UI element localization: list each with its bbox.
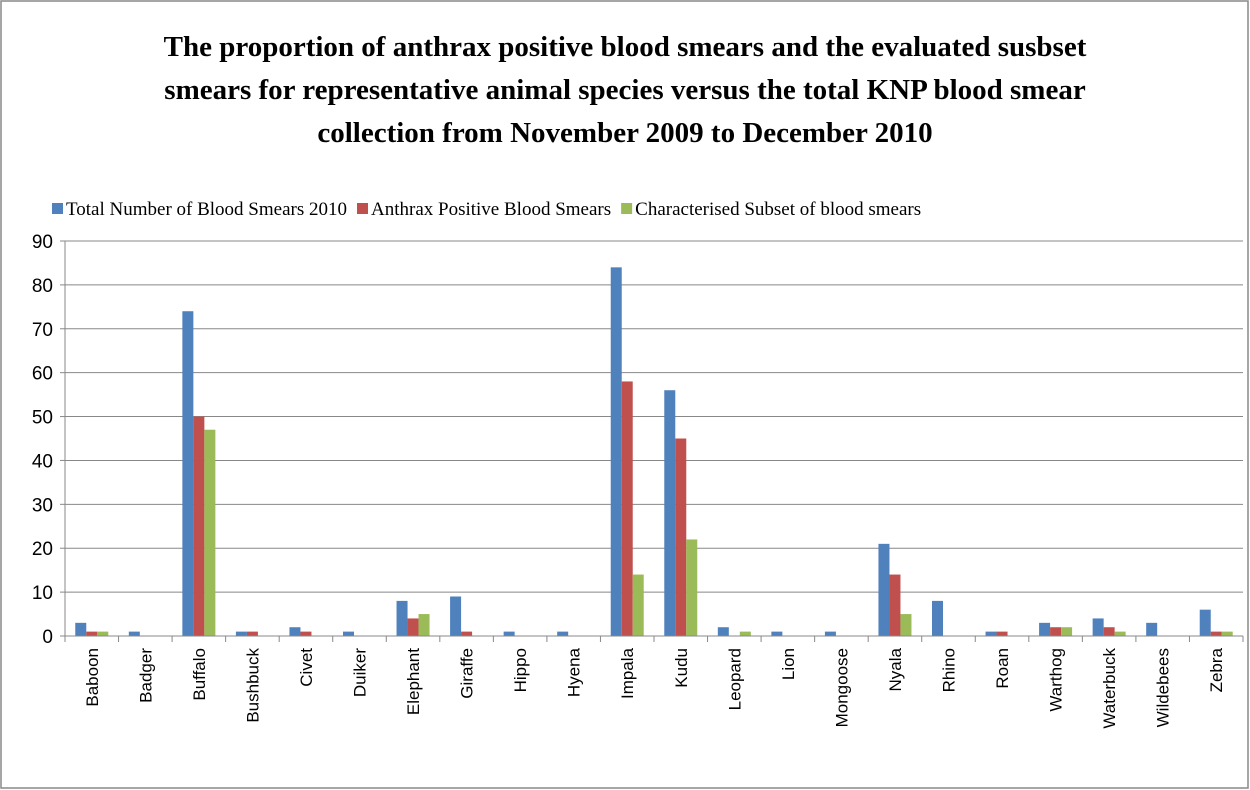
legend-label: Total Number of Blood Smears 2010 [66,199,347,220]
bar [1146,622,1158,636]
bar [824,631,836,636]
bar [204,429,216,636]
y-tick-label: 40 [32,451,53,472]
x-tick-label: Badger [136,648,155,703]
bar [461,631,473,636]
bar [621,381,633,636]
legend-label: Anthrax Positive Blood Smears [371,199,611,220]
chart-title: The proportion of anthrax positive blood… [163,31,1087,149]
bar [664,390,676,636]
x-tick-label: Giraffe [458,648,477,699]
x-tick-label: Hyena [565,647,584,697]
bar [739,631,751,636]
x-tick-label: Elephant [404,648,423,715]
bar [418,614,430,636]
bar [1092,618,1104,636]
bar [1050,627,1062,636]
bar [396,600,408,636]
bar [557,631,569,636]
y-tick-label: 10 [32,583,53,604]
x-tick-label: Duiker [351,648,370,697]
x-tick-label: Civet [297,648,316,687]
y-tick-label: 30 [32,495,53,516]
bar [1210,631,1222,636]
bar [128,631,140,636]
bar [686,539,698,636]
bar [407,618,419,636]
y-tick-label: 70 [32,320,53,341]
bar [1061,627,1073,636]
bar [889,574,901,636]
x-tick-label: Nyala [886,647,905,691]
legend-swatch [621,203,633,214]
bar [193,416,205,636]
x-tick-label: Waterbuck [1100,648,1119,729]
x-tick-label: Wildebees [1154,648,1173,727]
bar [717,627,729,636]
x-tick-label: Hippo [511,648,530,692]
legend-swatch [357,203,368,214]
bar [1199,609,1211,636]
legend-label: Characterised Subset of blood smears [635,199,921,220]
bar [1221,631,1233,636]
bar [1039,622,1051,636]
x-tick-label: Warthog [1047,648,1066,712]
x-tick-label: Lion [779,648,798,680]
bar [771,631,783,636]
bar [300,631,312,636]
bar [1103,627,1115,636]
x-tick-label: Baboon [83,648,102,707]
bar [235,631,247,636]
bar [610,267,622,636]
x-tick-label: Kudu [672,648,691,688]
bar [1114,631,1126,636]
x-tick-label: Mongoose [832,648,851,727]
legend-swatch [52,203,63,214]
bar [450,596,462,636]
bar [182,311,194,636]
bar [503,631,515,636]
y-tick-label: 90 [32,232,53,253]
x-tick-label: Zebra [1207,647,1226,692]
bar [343,631,354,636]
y-tick-label: 0 [42,627,53,648]
bar [97,631,109,636]
y-tick-label: 80 [32,276,53,297]
bar [289,627,301,636]
x-tick-label: Leopard [725,648,744,710]
bar [675,438,687,636]
x-tick-label: Rhino [940,648,959,692]
x-tick-label: Buffalo [190,648,209,701]
x-tick-label: Roan [993,648,1012,689]
bar [632,574,644,636]
bar [996,631,1008,636]
y-tick-label: 50 [32,408,53,429]
y-tick-label: 60 [32,364,53,385]
bar [75,622,87,636]
x-tick-label: Impala [618,647,637,699]
bar [900,614,912,636]
x-tick-label: Bushbuck [243,648,262,723]
bar [932,600,943,636]
bar [985,631,997,636]
bar [878,543,890,636]
bar [86,631,98,636]
bar [246,631,258,636]
y-tick-label: 20 [32,539,53,560]
